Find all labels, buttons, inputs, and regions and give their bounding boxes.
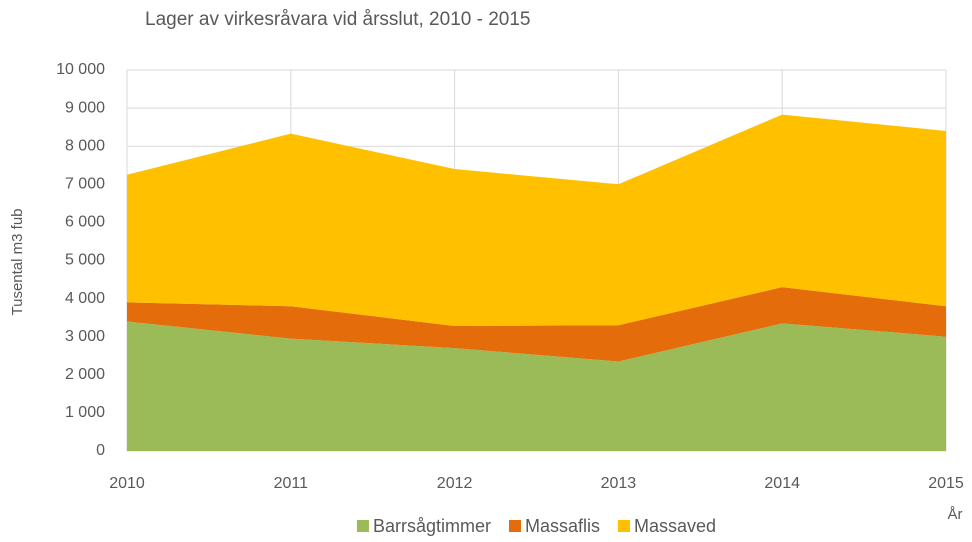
legend-swatch: [356, 520, 369, 532]
y-tick-label: 8 000: [65, 137, 105, 154]
area: [127, 287, 946, 362]
area: [127, 321, 946, 451]
y-axis-label: Tusental m3 fub: [9, 209, 26, 316]
x-tick-label: 2014: [764, 475, 800, 492]
x-tick-label: 2015: [928, 475, 964, 492]
legend-label: Massaved: [634, 516, 716, 536]
legend-label: Barrsågtimmer: [373, 516, 491, 536]
y-tick-label: 5 000: [65, 252, 105, 269]
y-tick-label: 3 000: [65, 328, 105, 345]
y-tick-label: 7 000: [65, 176, 105, 193]
y-tick-label: 2 000: [65, 366, 105, 383]
x-tick-label: 2012: [437, 475, 473, 492]
x-tick-label: 2010: [109, 475, 145, 492]
y-tick-label: 4 000: [65, 290, 105, 307]
x-tick-label: 2013: [601, 475, 637, 492]
y-tick-label: 1 000: [65, 404, 105, 421]
x-axis-label: År: [948, 506, 963, 523]
chart-title: Lager av virkesråvara vid årsslut, 2010 …: [145, 9, 530, 30]
legend: Barrsågtimmer Massaflis Massaved: [356, 516, 716, 536]
y-tick-label: 0: [96, 442, 105, 459]
y-tick-label: 10 000: [56, 61, 105, 78]
area: [127, 114, 946, 327]
y-tick-label: 6 000: [65, 214, 105, 231]
legend-label: Massaflis: [525, 516, 600, 536]
legend-swatch: [508, 520, 521, 532]
x-tick-label: 2011: [274, 475, 309, 492]
legend-swatch: [618, 520, 630, 532]
y-tick-label: 9 000: [65, 99, 105, 116]
